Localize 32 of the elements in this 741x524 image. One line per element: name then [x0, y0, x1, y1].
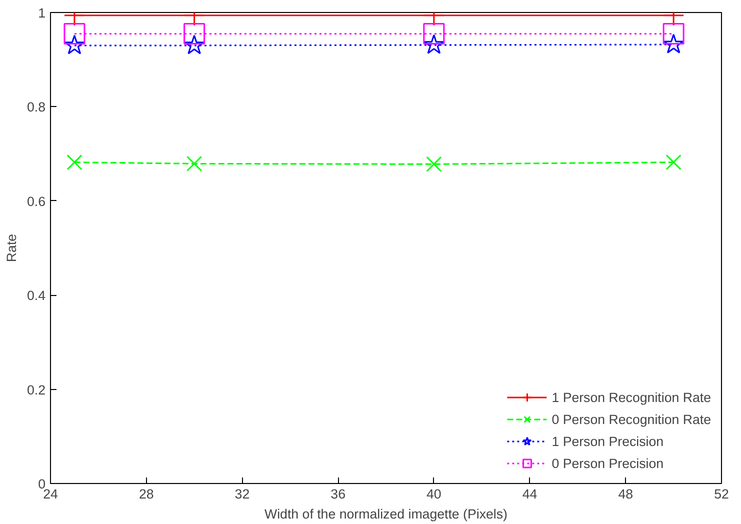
- y-tick-label: 1: [38, 6, 46, 20]
- x-tick-label: 28: [138, 486, 154, 502]
- x-axis-title: Width of the normalized imagette (Pixels): [264, 506, 508, 522]
- y-tick-label: 0.8: [26, 100, 46, 115]
- point: [184, 22, 206, 44]
- x-tick-label: 40: [426, 486, 442, 502]
- point: [666, 154, 682, 170]
- point: [66, 154, 82, 170]
- point: [426, 156, 442, 172]
- point: [64, 34, 85, 54]
- point: [662, 22, 684, 44]
- x-tick-label: 32: [234, 486, 250, 502]
- point: [423, 22, 445, 44]
- point: [663, 34, 684, 54]
- legend-label: 0 Person Recognition Rate: [552, 412, 711, 426]
- point: [184, 34, 205, 54]
- x-tick-label: 44: [522, 486, 538, 502]
- y-tick-label: 0.4: [26, 288, 46, 304]
- point: [424, 34, 444, 54]
- y-tick-label: 0.2: [26, 382, 46, 398]
- y-tick-label: 0.6: [26, 194, 46, 209]
- point: [64, 22, 86, 44]
- x-tick-label: 48: [618, 486, 634, 502]
- x-tick-label: 52: [714, 486, 729, 502]
- point: [186, 156, 202, 172]
- legend-label: 1 Person Precision: [552, 434, 664, 448]
- x-tick-label: 24: [43, 486, 58, 502]
- legend-label: 1 Person Recognition Rate: [552, 390, 711, 404]
- y-tick-label: 0: [38, 476, 46, 492]
- y-axis-title: Rate: [4, 234, 19, 262]
- x-tick-label: 36: [330, 486, 346, 502]
- legend-label: 0 Person Precision: [552, 456, 664, 470]
